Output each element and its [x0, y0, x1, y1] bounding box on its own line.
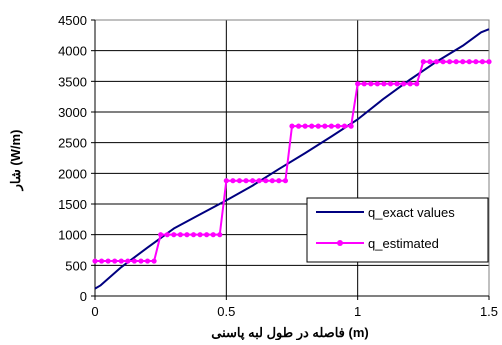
legend-label-exact: q_exact values: [368, 205, 455, 220]
data-point-estimated: [479, 59, 486, 65]
data-point-estimated: [401, 81, 407, 87]
data-point-estimated: [125, 258, 131, 264]
data-point-estimated: [427, 59, 433, 65]
data-point-estimated: [460, 59, 466, 65]
data-point-estimated: [407, 81, 413, 87]
y-tick-label: 2500: [58, 136, 87, 151]
x-tick-label: 1: [354, 304, 361, 319]
data-point-estimated: [447, 59, 453, 65]
data-point-estimated: [144, 258, 151, 264]
data-point-estimated: [263, 178, 269, 184]
y-axis-label: شار (W/m): [8, 130, 24, 192]
data-point-estimated: [171, 232, 177, 238]
data-point-estimated: [164, 232, 170, 238]
data-point-estimated: [138, 258, 144, 264]
data-point-estimated: [118, 258, 124, 264]
legend: q_exact values q_estimated: [306, 197, 489, 263]
data-point-estimated: [348, 123, 354, 129]
data-point-estimated: [105, 258, 111, 264]
data-point-estimated: [112, 258, 118, 264]
x-tick-label: 0: [91, 304, 98, 319]
data-point-estimated: [368, 81, 374, 87]
data-point-estimated: [190, 232, 197, 238]
data-point-estimated: [381, 81, 387, 87]
data-point-estimated: [302, 123, 308, 129]
data-point-estimated: [230, 178, 236, 184]
data-point-estimated: [328, 123, 334, 129]
data-point-estimated: [433, 59, 440, 65]
y-tick-label: 1500: [58, 197, 87, 212]
legend-label-estimated: q_estimated: [368, 236, 439, 251]
y-tick-label: 3500: [58, 74, 87, 89]
data-point-estimated: [204, 232, 210, 238]
data-point-estimated: [295, 123, 302, 129]
data-point-estimated: [420, 59, 426, 65]
x-tick-label: 0.5: [217, 304, 235, 319]
data-point-estimated: [250, 178, 256, 184]
data-point-estimated: [236, 178, 243, 184]
series-line-exact: [94, 28, 490, 290]
data-point-estimated: [341, 123, 348, 129]
data-point-estimated: [210, 232, 216, 238]
data-point-estimated: [486, 59, 492, 65]
y-tick-label: 500: [65, 258, 87, 273]
axis-ticks: 0 500 1000 1500 2000 2500 3000 3500 4000 4500 0 0.5…: [58, 13, 498, 319]
y-tick-label: 3000: [58, 105, 87, 120]
series-layer: [92, 28, 492, 290]
y-tick-label: 4000: [58, 44, 87, 59]
data-point-estimated: [414, 81, 420, 87]
data-point-estimated: [466, 59, 472, 65]
data-point-estimated: [158, 232, 164, 238]
data-point-estimated: [315, 123, 321, 129]
data-point-estimated: [92, 258, 98, 264]
data-point-estimated: [289, 123, 295, 129]
y-tick-label: 4500: [58, 13, 87, 28]
y-tick-label: 1000: [58, 228, 87, 243]
data-point-estimated: [269, 178, 275, 184]
data-point-estimated: [256, 178, 262, 184]
y-tick-label: 2000: [58, 166, 87, 181]
data-point-estimated: [309, 123, 315, 129]
data-point-estimated: [131, 258, 137, 264]
data-point-estimated: [374, 81, 380, 87]
data-point-estimated: [282, 178, 289, 184]
data-point-estimated: [322, 123, 328, 129]
x-axis-label: فاصله در طول لبه پاسنی (m): [211, 325, 368, 340]
legend-marker-estimated: [337, 240, 343, 246]
y-tick-label: 0: [80, 289, 87, 304]
data-point-estimated: [151, 258, 157, 264]
data-point-estimated: [243, 178, 249, 184]
x-tick-label: 1.5: [480, 304, 498, 319]
data-point-estimated: [98, 258, 105, 264]
data-point-estimated: [387, 81, 394, 87]
data-point-estimated: [217, 232, 223, 238]
legend-box: [306, 197, 489, 263]
data-point-estimated: [453, 59, 459, 65]
data-point-estimated: [440, 59, 446, 65]
data-point-estimated: [335, 123, 341, 129]
data-point-estimated: [355, 81, 361, 87]
data-point-estimated: [361, 81, 367, 87]
data-point-estimated: [394, 81, 400, 87]
data-point-estimated: [473, 59, 479, 65]
data-point-estimated: [276, 178, 282, 184]
data-point-estimated: [184, 232, 190, 238]
data-point-estimated: [197, 232, 203, 238]
data-point-estimated: [223, 178, 229, 184]
data-point-estimated: [177, 232, 183, 238]
